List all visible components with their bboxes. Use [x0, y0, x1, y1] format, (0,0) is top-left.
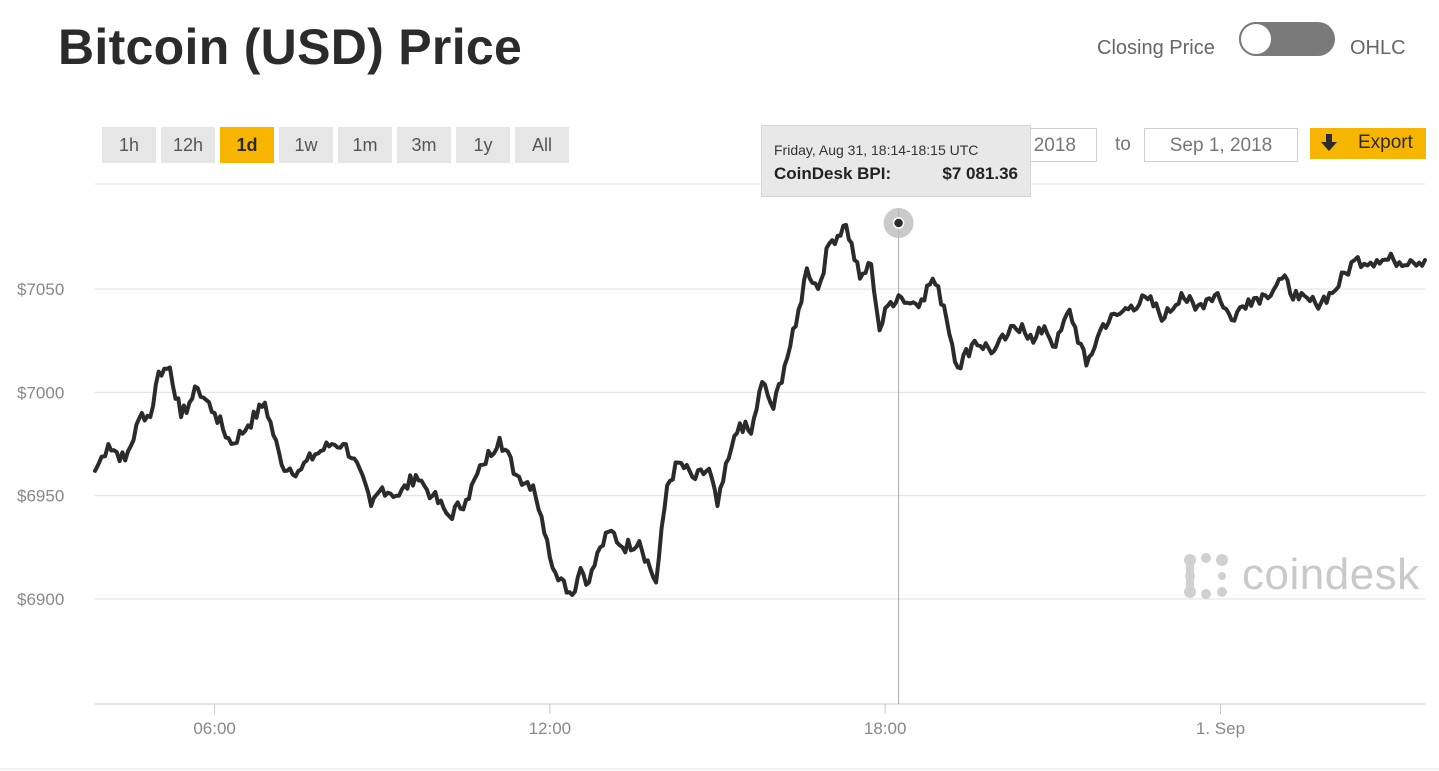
- to-label: to: [1115, 134, 1131, 155]
- ohlc-label: OHLC: [1350, 37, 1406, 59]
- x-tick-label: 1. Sep: [1196, 719, 1245, 738]
- range-1m-button[interactable]: 1m: [338, 127, 392, 163]
- price-tooltip: Friday, Aug 31, 18:14-18:15 UTC CoinDesk…: [761, 125, 1031, 197]
- coindesk-logo-icon: [1184, 553, 1228, 599]
- tooltip-time: Friday, Aug 31, 18:14-18:15 UTC: [774, 142, 979, 158]
- download-arrow-icon: [1321, 134, 1337, 151]
- page-title: Bitcoin (USD) Price: [58, 19, 523, 75]
- range-1d-button[interactable]: 1d: [220, 127, 274, 163]
- tooltip-value: $7 081.36: [942, 164, 1018, 183]
- export-label: Export: [1358, 132, 1413, 153]
- range-12h-button[interactable]: 12h: [161, 127, 215, 163]
- tooltip-label: CoinDesk BPI:: [774, 164, 892, 183]
- range-buttons: 1h 12h 1d 1w 1m 3m 1y All: [102, 127, 569, 163]
- x-tick-label: 06:00: [193, 719, 236, 738]
- x-tick-label: 18:00: [864, 719, 907, 738]
- price-series-line: [93, 222, 1427, 597]
- toggle-knob: [1239, 22, 1273, 56]
- closing-price-label: Closing Price: [1097, 37, 1215, 59]
- x-tick-label: 12:00: [529, 719, 572, 738]
- coindesk-watermark: coindesk: [1182, 550, 1419, 600]
- range-all-button[interactable]: All: [515, 127, 569, 163]
- watermark-text: coindesk: [1242, 550, 1420, 599]
- hover-point[interactable]: [892, 217, 905, 229]
- range-1h-button[interactable]: 1h: [102, 127, 156, 163]
- range-1y-button[interactable]: 1y: [456, 127, 510, 163]
- y-tick-label: $7000: [17, 383, 64, 402]
- y-tick-label: $6900: [17, 590, 64, 609]
- range-3m-button[interactable]: 3m: [397, 127, 451, 163]
- y-tick-label: $7050: [17, 280, 64, 299]
- export-button[interactable]: Export: [1310, 128, 1426, 159]
- date-to-input[interactable]: Sep 1, 2018: [1144, 128, 1298, 162]
- price-mode-toggle[interactable]: [1239, 22, 1335, 56]
- date-from-value: 2018: [1033, 135, 1076, 156]
- range-1w-button[interactable]: 1w: [279, 127, 333, 163]
- y-tick-label: $6950: [17, 487, 64, 506]
